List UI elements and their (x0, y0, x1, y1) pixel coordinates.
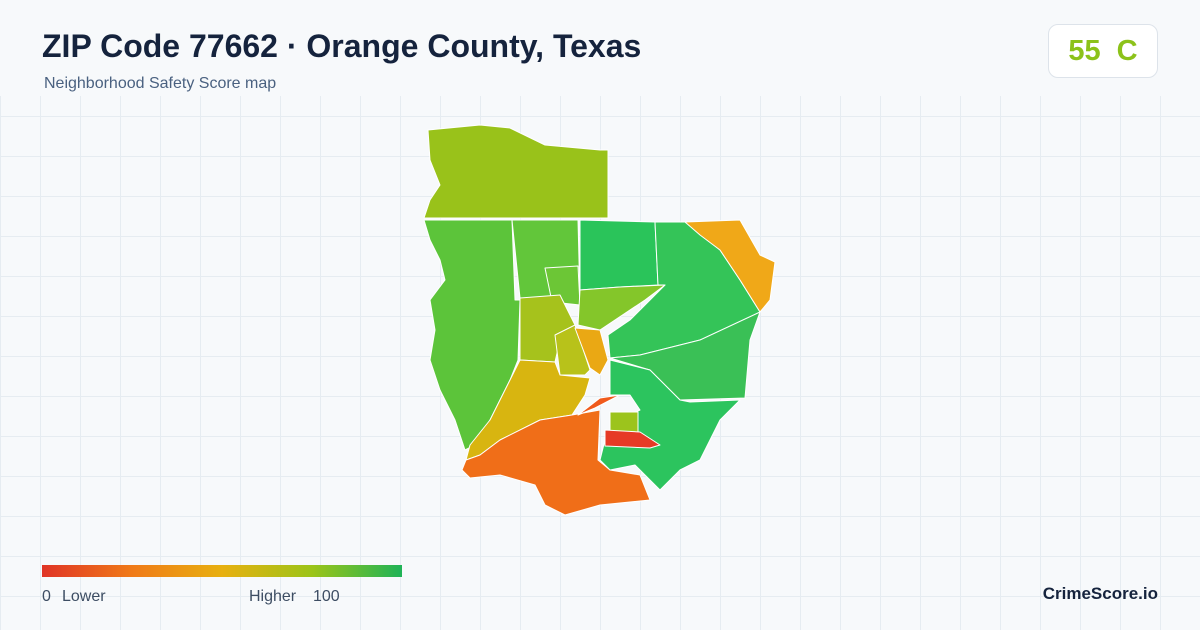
score: 55 (1068, 34, 1101, 67)
region (599, 359, 741, 491)
region (577, 394, 621, 416)
region (684, 219, 776, 313)
region (579, 219, 659, 291)
grade: C (1116, 34, 1138, 67)
region (609, 411, 639, 433)
legend-min-label: Lower (62, 588, 106, 605)
region (577, 284, 666, 331)
legend-max: 100 (313, 588, 340, 605)
header-bg (0, 0, 1200, 96)
score-badge: 55 C (1048, 24, 1158, 78)
subtitle: Neighborhood Safety Score map (44, 75, 277, 92)
legend-min: 0 (42, 588, 51, 605)
title: ZIP Code 77662 · Orange County, Texas (42, 28, 642, 64)
legend-max-label: Higher (249, 588, 297, 605)
region (554, 324, 591, 376)
region (574, 327, 609, 376)
region (423, 124, 609, 219)
region (423, 219, 521, 451)
region (604, 429, 661, 449)
brand: CrimeScore.io (1042, 584, 1158, 603)
legend-gradient (42, 565, 402, 577)
